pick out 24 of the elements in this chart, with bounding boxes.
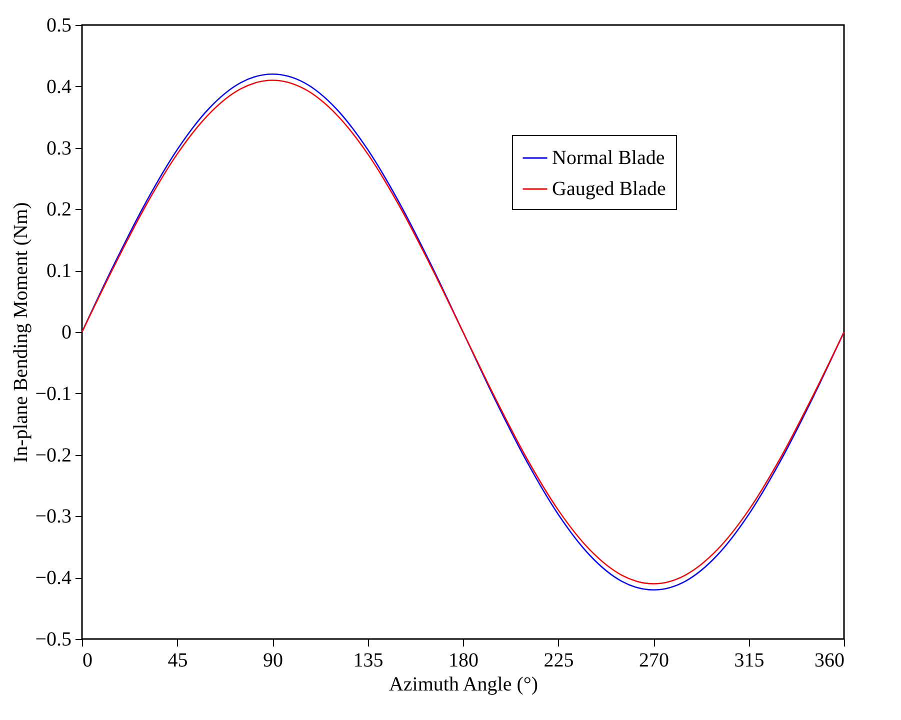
- x-tick-label: 225: [544, 650, 574, 672]
- x-axis-title: Azimuth Angle (°): [388, 674, 538, 696]
- x-tick-label: 360: [814, 650, 844, 672]
- y-tick-label: 0.3: [46, 137, 72, 160]
- y-tick-label: −0.2: [35, 444, 72, 466]
- y-tick-label: 0: [62, 322, 72, 344]
- y-tick-label: 0.5: [46, 14, 72, 36]
- x-tick-label: 180: [448, 650, 478, 672]
- y-tick-label: −0.4: [35, 567, 72, 590]
- x-tick-label: 270: [639, 650, 669, 672]
- y-tick-label: −0.1: [35, 382, 72, 405]
- y-tick-label: −0.5: [35, 628, 72, 650]
- x-tick-label: 0: [82, 650, 92, 672]
- y-tick-label: 0.1: [46, 260, 72, 282]
- y-tick-label: −0.3: [35, 506, 72, 528]
- y-tick-label: 0.4: [46, 76, 72, 98]
- x-tick-label: 45: [168, 650, 188, 672]
- y-tick-label: 0.2: [46, 198, 72, 221]
- x-tick-label: 135: [353, 650, 384, 672]
- x-tick-label: 90: [263, 650, 283, 672]
- y-axis-title: In-plane Bending Moment (Nm): [10, 202, 32, 463]
- legend-label: Normal Blade: [552, 147, 665, 169]
- x-tick-label: 315: [734, 650, 764, 672]
- legend-label: Gauged Blade: [552, 178, 666, 200]
